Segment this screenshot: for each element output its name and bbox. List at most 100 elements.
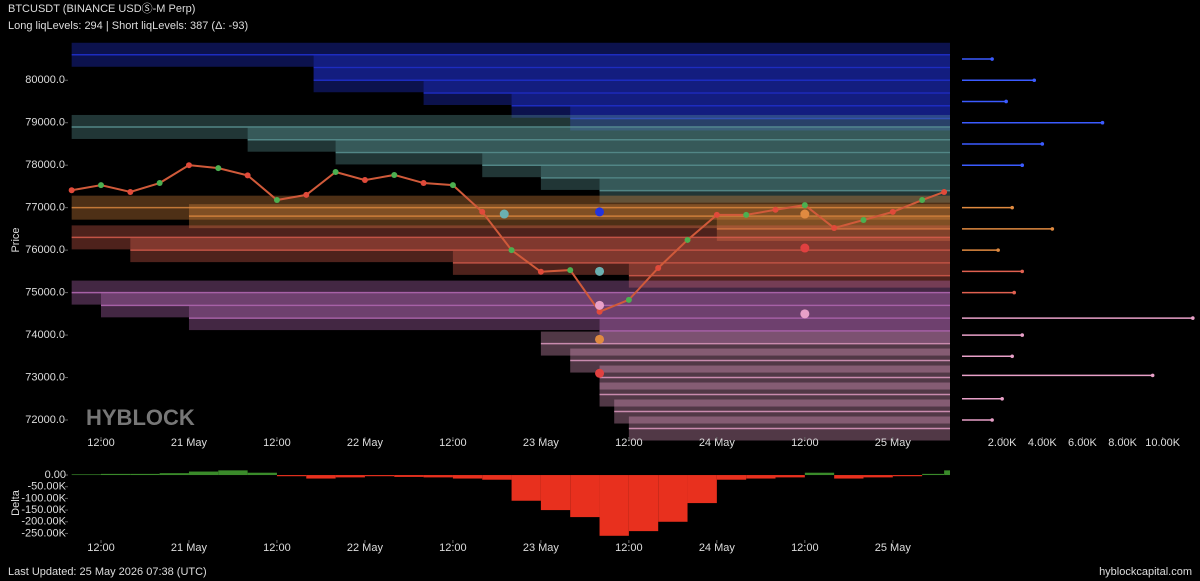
volume-dot (1040, 142, 1045, 146)
delta-bar (71, 474, 101, 476)
chart-subtitle: Long liqLevels: 294 | Short liqLevels: 3… (8, 20, 248, 32)
x-tick-label: 12:00 (615, 437, 643, 449)
chart-title: BTCUSDT (BINANCE USDⓈ-M Perp) (8, 2, 195, 15)
liquidation-bubble (595, 368, 605, 378)
x-tick-label: 10.00K (1145, 437, 1181, 449)
x-tick-label: 12:00 (439, 542, 467, 554)
x-tick-label: 21 May (171, 542, 208, 554)
y-tick-label: 76000.0 (25, 244, 65, 256)
delta-bar (599, 475, 629, 536)
x-tick-label: 12:00 (87, 542, 115, 554)
price-point (332, 168, 339, 175)
delta-bar (423, 475, 453, 478)
y-tick-label: -100.00K (21, 492, 66, 504)
delta-bar (834, 475, 864, 479)
price-point (156, 180, 163, 187)
price-point (273, 197, 280, 204)
x-tick-label: 12:00 (615, 542, 643, 554)
x-tick-label: 22 May (347, 437, 384, 449)
price-point (97, 182, 104, 189)
x-tick-label: 12:00 (87, 437, 115, 449)
volume-dot (1012, 290, 1016, 295)
delta-bar (628, 475, 659, 532)
y-axis-label: Delta (10, 489, 22, 516)
x-tick-label: 12:00 (263, 542, 291, 554)
volume-dot (1004, 99, 1008, 104)
x-tick-label: 12:00 (791, 437, 819, 449)
volume-dot (1010, 205, 1014, 210)
price-point (449, 182, 456, 189)
delta-bar (570, 475, 600, 518)
price-point (127, 188, 134, 195)
liquidation-bubble (800, 243, 810, 253)
delta-bar (159, 473, 189, 476)
price-point (68, 187, 75, 194)
delta-bar (687, 475, 717, 504)
x-tick-label: 8.00K (1108, 437, 1137, 449)
volume-dot (1020, 163, 1025, 167)
volume-dot (1000, 396, 1004, 401)
delta-bar (658, 475, 688, 522)
y-tick-label: 0.00 (45, 469, 66, 481)
price-point (743, 211, 750, 218)
delta-bar (804, 472, 835, 476)
x-tick-label: 25 May (875, 437, 912, 449)
y-tick-label: 77000.0 (25, 202, 65, 214)
liquidation-bubble (595, 266, 605, 276)
price-point (361, 177, 368, 184)
delta-bar (276, 475, 307, 477)
x-tick-label: 12:00 (263, 437, 291, 449)
x-tick-label: 23 May (523, 542, 560, 554)
y-axis-label: Price (10, 227, 22, 252)
price-point (596, 308, 603, 315)
x-tick-label: 25 May (875, 542, 912, 554)
volume-dot (1020, 333, 1025, 337)
price-point (801, 202, 808, 209)
delta-bar (922, 473, 945, 476)
delta-bar (716, 475, 747, 480)
delta-bar (944, 470, 950, 476)
y-tick-label: -50.00K (27, 481, 66, 493)
liquidation-bubble (595, 207, 605, 217)
delta-bar (892, 475, 923, 477)
price-point (303, 191, 310, 198)
volume-dot (1010, 354, 1014, 359)
liquidation-bubble (595, 334, 605, 344)
price-point (567, 267, 574, 274)
y-tick-label: 72000.0 (25, 414, 65, 426)
delta-bar (218, 470, 248, 476)
watermark: HYBLOCK (86, 405, 195, 430)
y-tick-label: -150.00K (21, 504, 66, 516)
x-tick-label: 6.00K (1068, 437, 1097, 449)
x-tick-label: 4.00K (1028, 437, 1057, 449)
volume-dot (996, 248, 1000, 252)
price-point (391, 171, 398, 178)
x-tick-label: 2.00K (988, 437, 1017, 449)
price-point (941, 188, 948, 195)
x-tick-label: 24 May (699, 437, 736, 449)
liquidation-bubble (800, 309, 810, 319)
delta-bar (746, 475, 776, 479)
price-point (772, 206, 779, 213)
price-point (655, 264, 662, 271)
delta-bar (775, 475, 805, 478)
y-tick-label: 73000.0 (25, 371, 65, 383)
delta-bar (364, 475, 395, 477)
y-tick-label: 80000.0 (25, 74, 65, 86)
price-point (215, 165, 222, 172)
volume-dot (1150, 373, 1155, 378)
x-tick-label: 22 May (347, 542, 384, 554)
x-tick-label: 21 May (171, 437, 208, 449)
delta-bar (306, 475, 336, 479)
delta-bar (863, 475, 893, 478)
volume-dot (1191, 316, 1195, 320)
delta-bar (100, 473, 131, 476)
y-tick-label: -250.00K (21, 527, 66, 539)
price-point (625, 296, 632, 303)
volume-dot (1100, 120, 1105, 125)
x-tick-label: 24 May (699, 542, 736, 554)
price-point (508, 247, 515, 254)
price-point (919, 197, 926, 204)
volume-dot (1050, 227, 1055, 231)
delta-bar (482, 475, 512, 480)
